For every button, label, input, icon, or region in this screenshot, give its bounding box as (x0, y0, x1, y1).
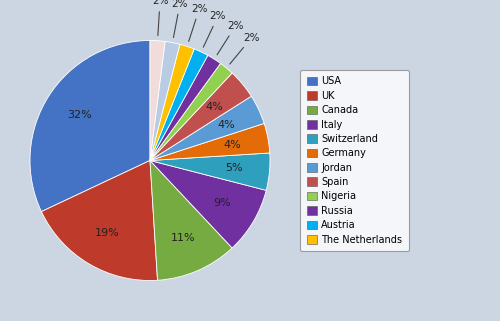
Text: 5%: 5% (225, 163, 242, 173)
Wedge shape (150, 41, 180, 160)
Text: 19%: 19% (95, 228, 120, 238)
Wedge shape (150, 55, 220, 160)
Text: 2%: 2% (217, 21, 244, 55)
Text: 32%: 32% (66, 110, 92, 120)
Wedge shape (150, 153, 270, 190)
Wedge shape (150, 160, 266, 248)
Wedge shape (150, 49, 208, 160)
Text: 2%: 2% (188, 4, 208, 41)
Text: 4%: 4% (224, 140, 242, 150)
Wedge shape (30, 40, 150, 212)
Text: 2%: 2% (204, 11, 226, 47)
Text: 4%: 4% (217, 120, 235, 130)
Text: 2%: 2% (172, 0, 188, 38)
Wedge shape (150, 96, 264, 160)
Text: 4%: 4% (206, 102, 224, 112)
Wedge shape (150, 44, 194, 160)
Wedge shape (150, 160, 232, 280)
Wedge shape (150, 123, 270, 160)
Wedge shape (42, 160, 158, 281)
Legend: USA, UK, Canada, Italy, Switzerland, Germany, Jordan, Spain, Nigeria, Russia, Au: USA, UK, Canada, Italy, Switzerland, Ger… (300, 70, 409, 251)
Text: 2%: 2% (230, 32, 260, 64)
Wedge shape (150, 73, 252, 160)
Text: 2%: 2% (152, 0, 168, 36)
Wedge shape (150, 40, 165, 160)
Text: 11%: 11% (171, 233, 196, 243)
Wedge shape (150, 64, 232, 160)
Text: 9%: 9% (214, 198, 231, 208)
